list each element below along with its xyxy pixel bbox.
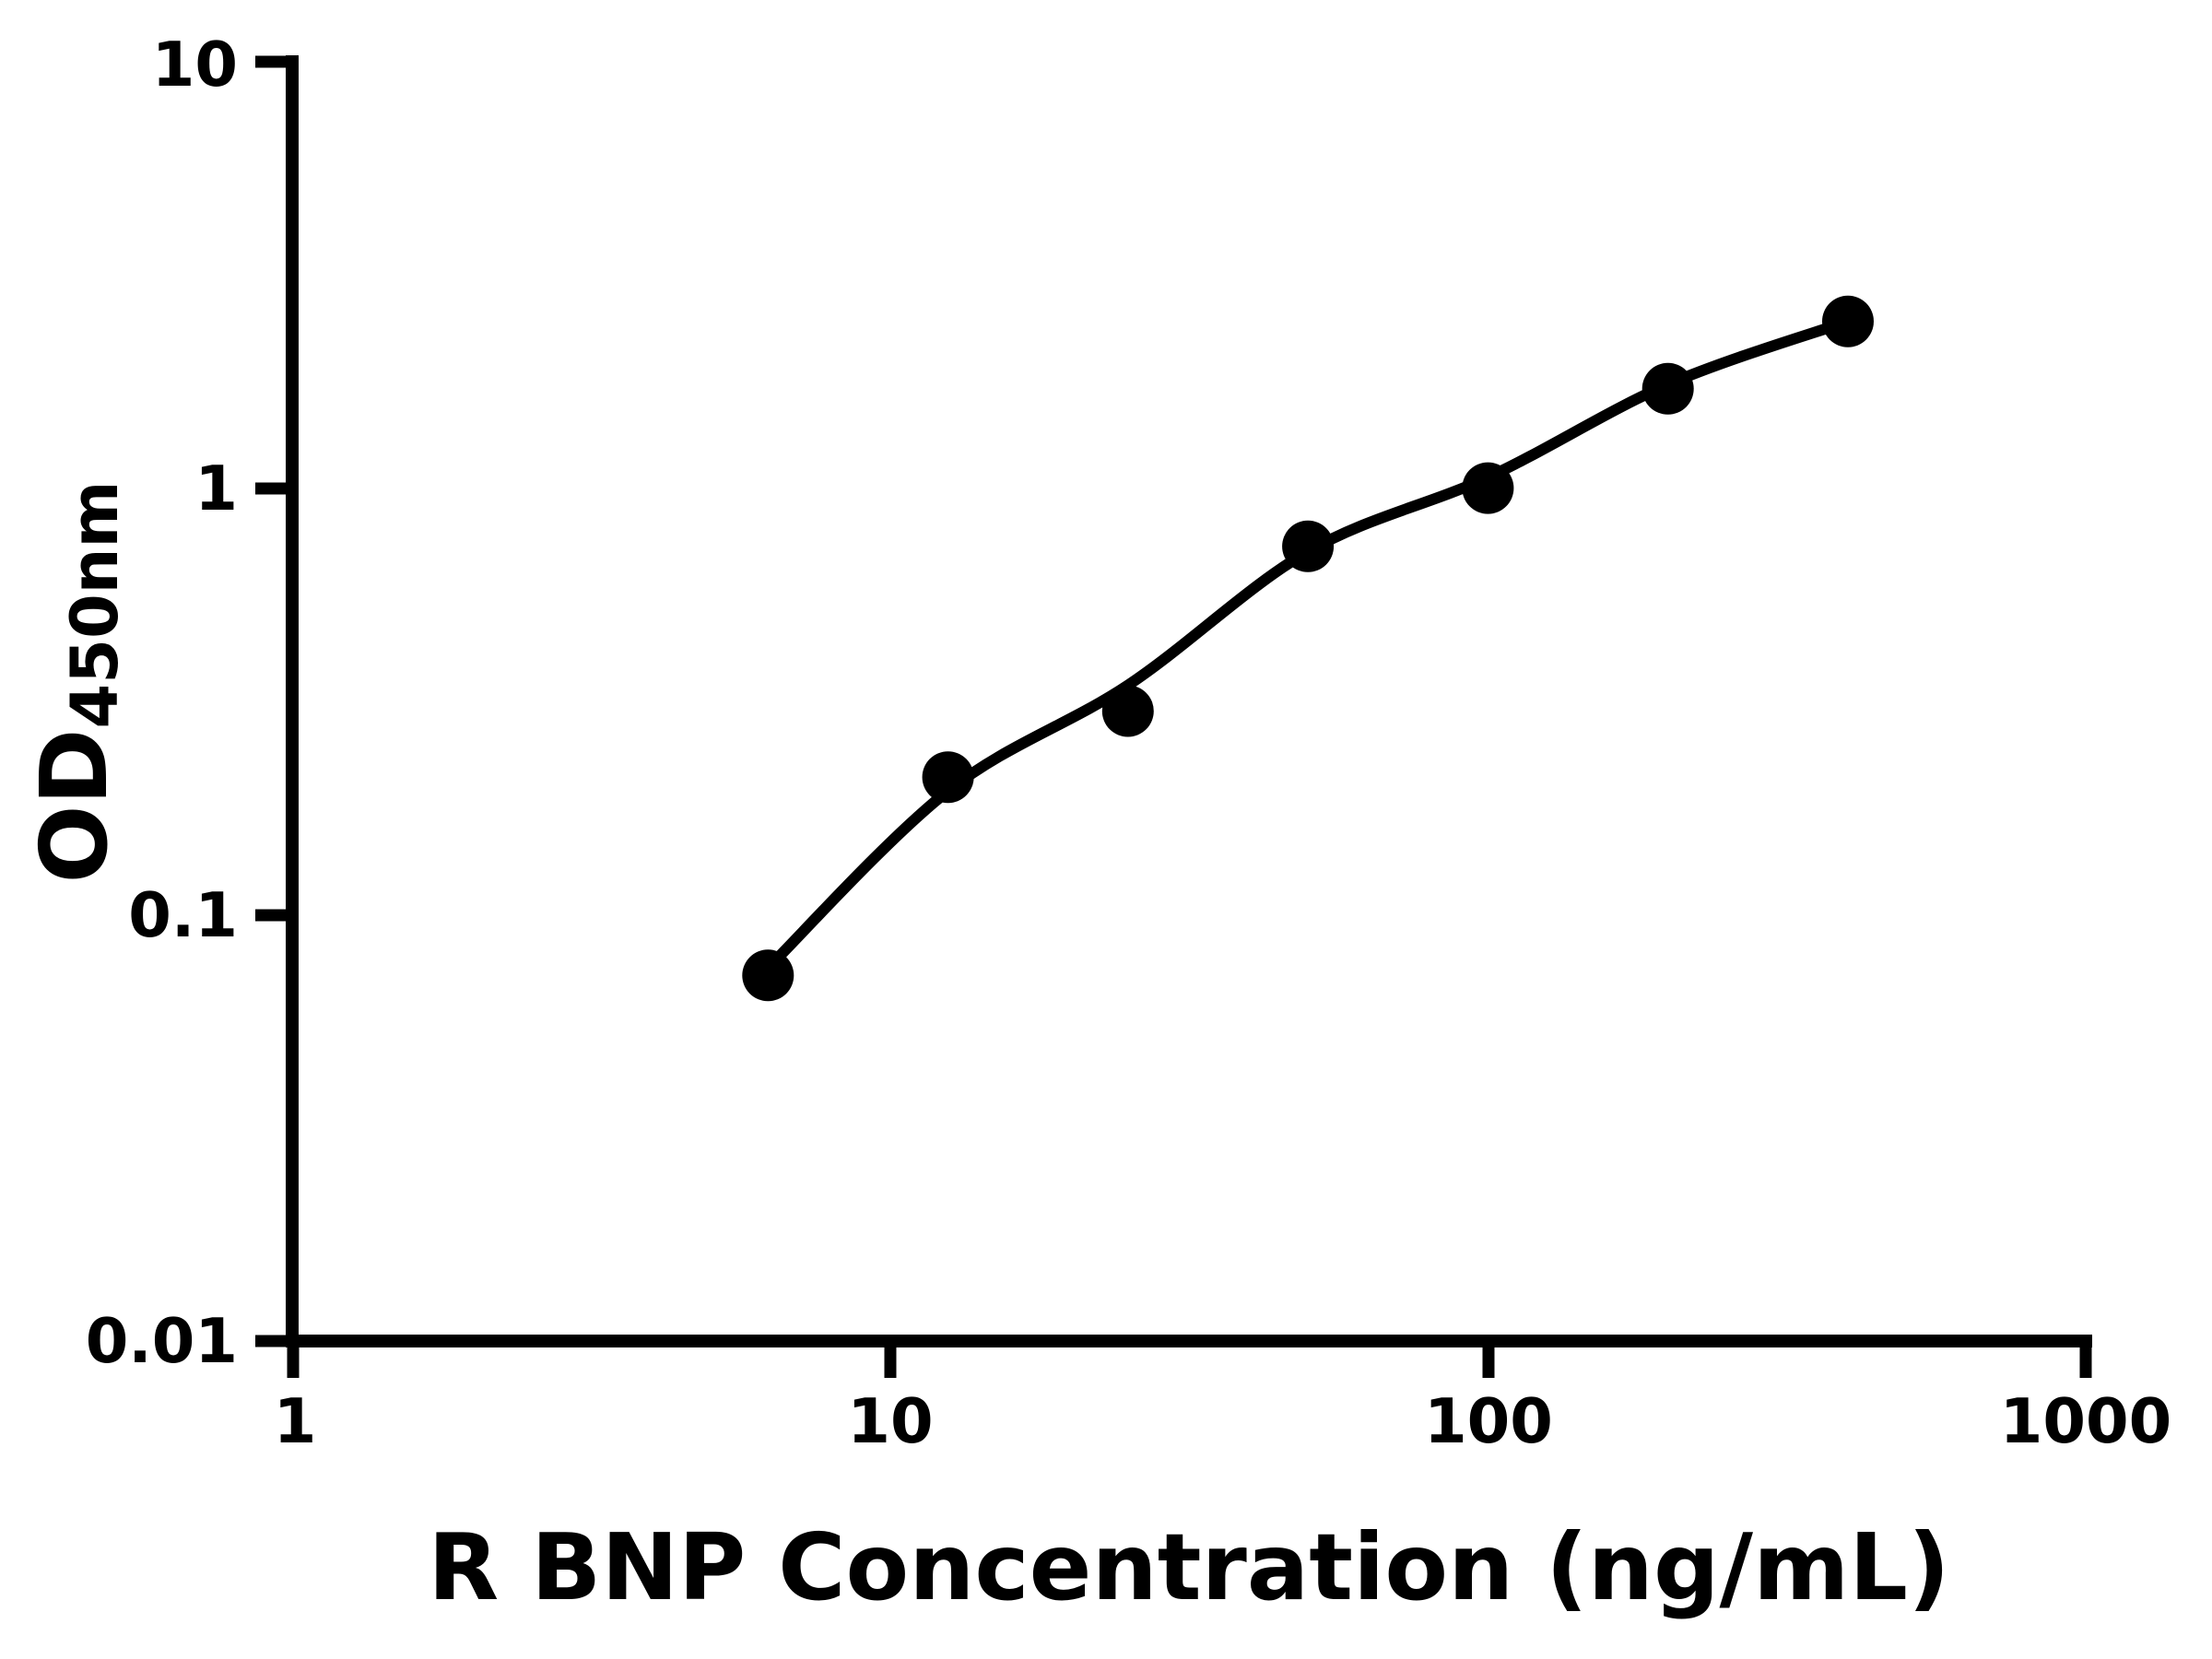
x-tick-label-10: 10 (847, 1385, 933, 1457)
data-point-layer (742, 295, 1874, 1002)
data-point-200 (1641, 362, 1694, 415)
y-axis-title-subscript: 450nm (57, 481, 133, 729)
data-point-25 (1101, 685, 1154, 737)
data-point-6.25 (742, 949, 794, 1002)
y-tick-label-0-1: 0.1 (128, 879, 238, 951)
y-tick-label-0-01: 0.01 (86, 1305, 238, 1377)
x-tick-label-1: 1 (274, 1385, 317, 1457)
fit-curve-layer (762, 315, 1853, 974)
data-point-12.5 (922, 751, 974, 804)
x-axis-title: R BNP Concentration (ng/mL) (428, 1513, 1949, 1621)
fit-curve (762, 315, 1853, 974)
y-axis-title: OD450nm (20, 481, 133, 884)
data-point-50 (1282, 520, 1335, 572)
x-tick-label-1000: 1000 (2000, 1385, 2171, 1457)
data-point-400 (1822, 295, 1874, 347)
x-tick-label-100: 100 (1424, 1385, 1553, 1457)
y-axis-title-main: OD (20, 728, 128, 883)
y-tick-label-1: 1 (194, 453, 238, 524)
y-tick-label-10: 10 (152, 29, 238, 100)
data-point-100 (1462, 462, 1514, 514)
